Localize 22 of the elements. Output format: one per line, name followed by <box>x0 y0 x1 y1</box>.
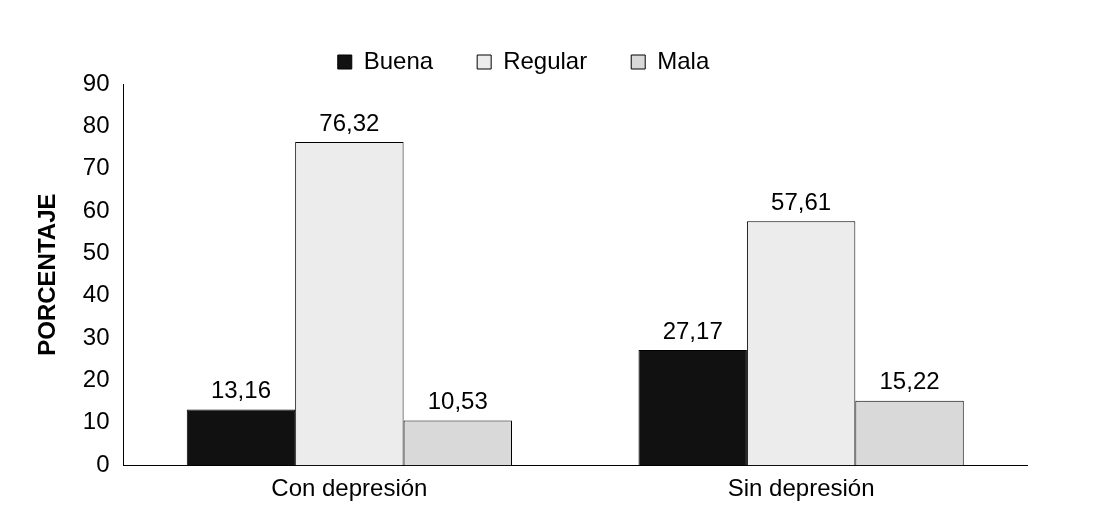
data-label: 13,16 <box>210 376 271 404</box>
y-tick-label: 50 <box>82 238 110 266</box>
legend-label: Mala <box>657 46 710 74</box>
data-label: 57,61 <box>771 187 832 215</box>
y-tick-label: 80 <box>82 110 110 138</box>
y-axis-title: PORCENTAJE <box>33 193 61 356</box>
y-tick-label: 90 <box>82 68 110 96</box>
data-label: 76,32 <box>319 108 380 136</box>
legend-label: Regular <box>503 46 588 74</box>
y-tick-label: 10 <box>82 407 110 435</box>
legend-label: Buena <box>363 46 434 74</box>
x-tick-label: Sin depresión <box>727 474 875 502</box>
data-label: 27,17 <box>662 316 723 344</box>
y-tick-label: 60 <box>82 195 110 223</box>
y-tick-label: 70 <box>82 153 110 181</box>
data-label: 15,22 <box>879 367 940 395</box>
x-tick-label: Con depresión <box>271 474 428 502</box>
data-label: 10,53 <box>427 387 488 415</box>
y-tick-label: 30 <box>82 322 110 350</box>
y-tick-label: 40 <box>82 280 110 308</box>
y-tick-label: 0 <box>96 449 110 477</box>
y-tick-label: 20 <box>82 365 110 393</box>
